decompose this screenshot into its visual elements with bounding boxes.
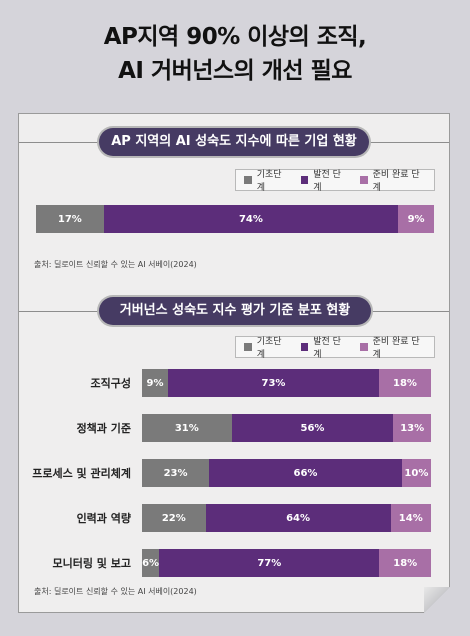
row-bar-process-management: 23% 66% 10% xyxy=(142,459,431,487)
row-label-talent-capability: 인력과 역량 xyxy=(76,512,131,525)
legend-swatch-basic xyxy=(244,343,252,351)
ap-maturity-developing-segment: 74% xyxy=(103,205,399,233)
legend-item-ready: 준비 완료 단계 xyxy=(359,334,426,360)
policy-standards-ready-segment: 13% xyxy=(393,414,431,442)
talent-capability-ready-segment: 14% xyxy=(390,504,431,532)
organization-basic-segment: 9% xyxy=(142,369,168,397)
ap-maturity-basic-segment: 17% xyxy=(36,205,104,233)
row-bar-talent-capability: 22% 64% 14% xyxy=(142,504,431,532)
row-bar-monitoring-reporting: 6% 77% 18% xyxy=(142,549,431,577)
headline-line-1: AP지역 90% 이상의 조직, xyxy=(103,24,367,50)
legend-label-developing: 발전 단계 xyxy=(313,337,341,360)
legend-swatch-ready xyxy=(359,343,368,351)
headline-line-2: AI 거버넌스의 개선 필요 xyxy=(118,58,352,84)
infographic-card: AP 지역의 AI 성숙도 지수에 따른 기업 현황 기초단계 발전 단계 준비… xyxy=(18,113,450,613)
section-1-source: 출처: 딜로이트 신뢰할 수 있는 AI 서베이(2024) xyxy=(34,260,197,269)
legend-item-basic: 기초단계 xyxy=(244,334,289,360)
row-label-monitoring-reporting: 모니터링 및 보고 xyxy=(52,557,132,570)
row-bar-organization: 9% 73% 18% xyxy=(142,369,431,397)
process-management-basic-segment: 23% xyxy=(142,459,210,487)
section-1-title: AP 지역의 AI 성숙도 지수에 따른 기업 현황 xyxy=(99,128,369,156)
policy-standards-developing-segment: 56% xyxy=(231,414,394,442)
ap-maturity-bar: 17% 74% 9% xyxy=(36,205,434,233)
legend-label-ready: 준비 완료 단계 xyxy=(372,337,420,360)
process-management-ready-segment: 10% xyxy=(401,459,431,487)
legend-item-basic: 기초단계 xyxy=(244,167,289,193)
legend-item-developing: 발전 단계 xyxy=(300,334,348,360)
legend-swatch-developing xyxy=(300,176,309,184)
talent-capability-developing-segment: 64% xyxy=(205,504,391,532)
legend-swatch-developing xyxy=(300,343,309,351)
legend-label-developing: 발전 단계 xyxy=(313,170,341,193)
section-2-legend: 기초단계 발전 단계 준비 완료 단계 xyxy=(235,334,435,360)
organization-ready-segment: 18% xyxy=(378,369,431,397)
legend-label-basic: 기초단계 xyxy=(256,170,282,193)
section-2-title: 거버넌스 성숙도 지수 평가 기준 분포 현황 xyxy=(99,297,371,325)
legend-swatch-basic xyxy=(244,176,252,184)
ap-maturity-ready-segment: 9% xyxy=(398,205,434,233)
monitoring-reporting-basic-segment: 6% xyxy=(142,549,160,577)
talent-capability-basic-segment: 22% xyxy=(142,504,206,532)
legend-label-ready: 준비 완료 단계 xyxy=(372,170,420,193)
legend-label-basic: 기초단계 xyxy=(256,337,282,360)
headline: AP지역 90% 이상의 조직, AI 거버넌스의 개선 필요 xyxy=(0,20,470,88)
legend-item-ready: 준비 완료 단계 xyxy=(359,167,426,193)
row-bar-policy-standards: 31% 56% 13% xyxy=(142,414,431,442)
row-label-organization: 조직구성 xyxy=(90,377,131,390)
row-label-policy-standards: 정책과 기준 xyxy=(76,422,131,435)
row-label-process-management: 프로세스 및 관리체계 xyxy=(32,467,131,480)
organization-developing-segment: 73% xyxy=(168,369,379,397)
section-1-legend: 기초단계 발전 단계 준비 완료 단계 xyxy=(235,167,435,193)
section-2-source: 출처: 딜로이트 신뢰할 수 있는 AI 서베이(2024) xyxy=(34,587,197,596)
process-management-developing-segment: 66% xyxy=(209,459,402,487)
monitoring-reporting-developing-segment: 77% xyxy=(159,549,380,577)
legend-item-developing: 발전 단계 xyxy=(300,167,348,193)
policy-standards-basic-segment: 31% xyxy=(142,414,232,442)
monitoring-reporting-ready-segment: 18% xyxy=(379,549,431,577)
legend-swatch-ready xyxy=(359,176,368,184)
